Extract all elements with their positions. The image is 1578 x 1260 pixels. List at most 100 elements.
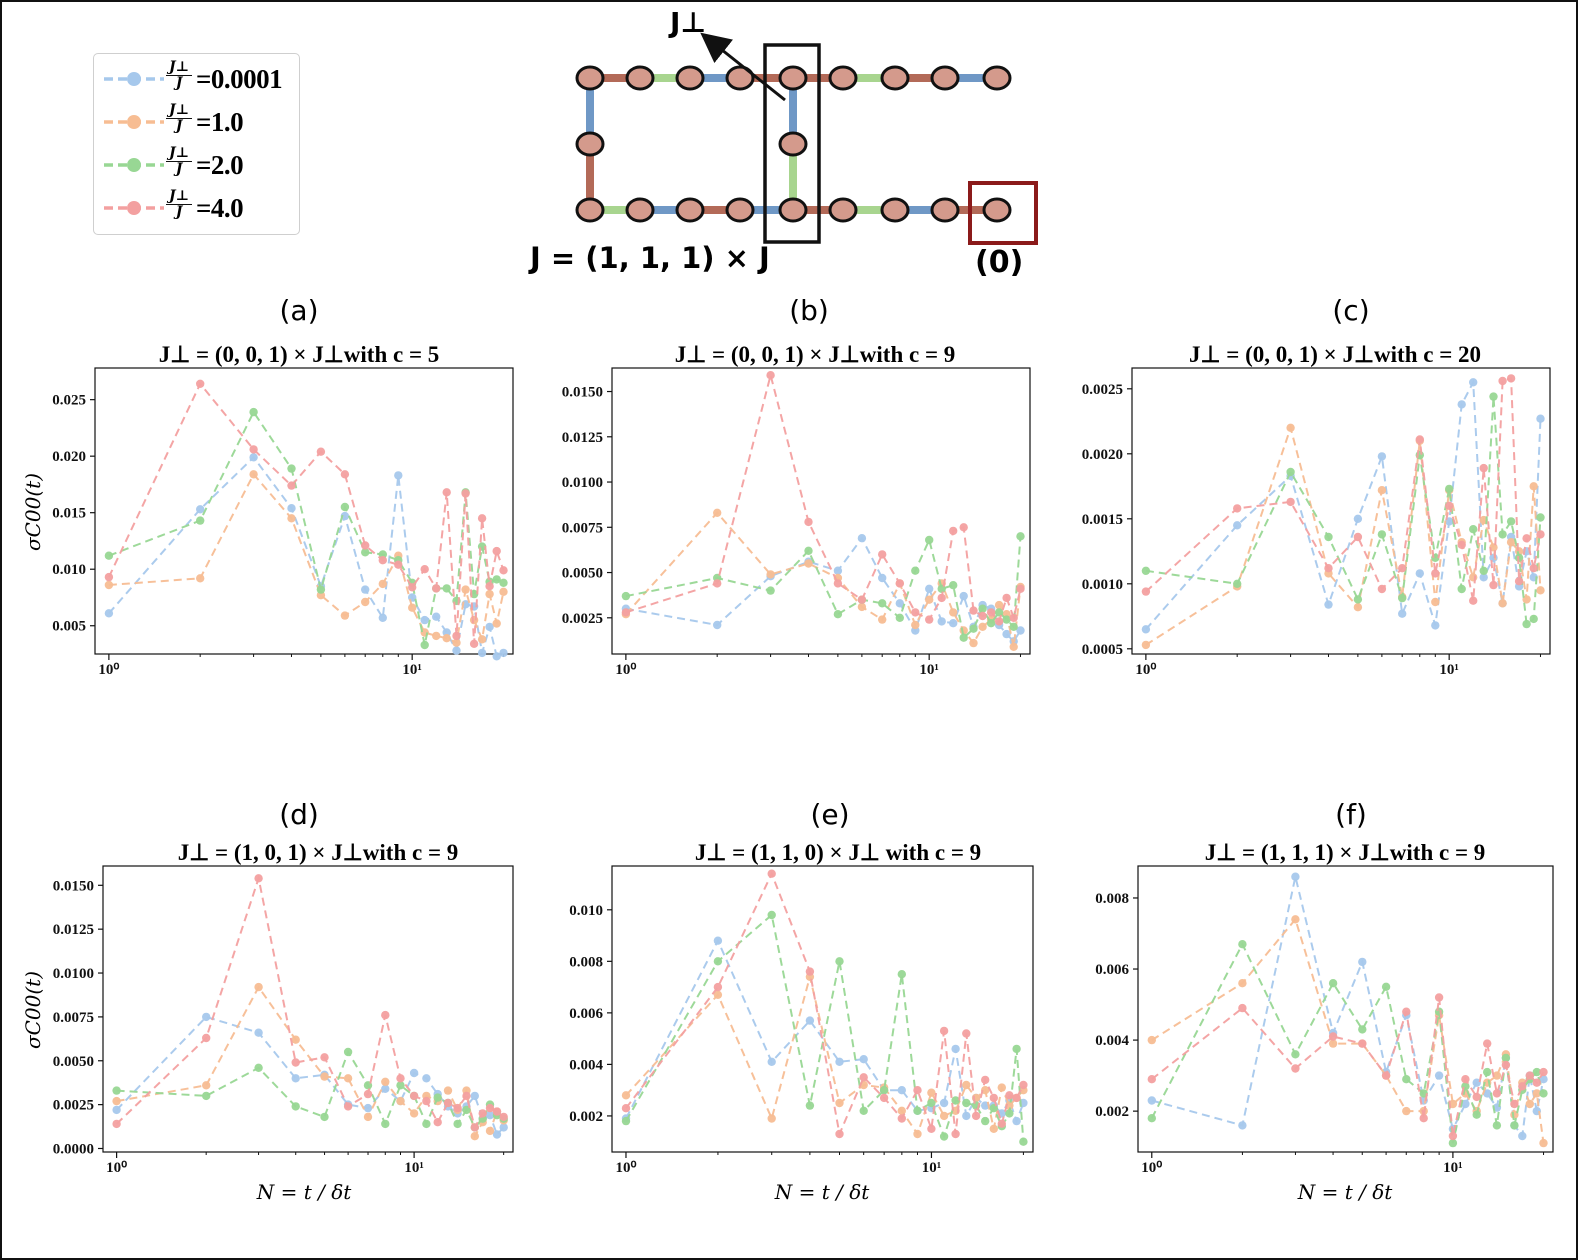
y-tick-label: 0.005 (52, 619, 86, 635)
data-point (477, 648, 487, 658)
data-point (713, 936, 723, 945)
data-point (462, 1091, 471, 1101)
data-point (1398, 609, 1407, 618)
data-point (1448, 1131, 1458, 1141)
data-point (1492, 1071, 1502, 1080)
data-point (396, 1096, 405, 1106)
y-tick-label: 0.0025 (1082, 382, 1123, 398)
data-point (1525, 1071, 1535, 1080)
data-point (1012, 1093, 1021, 1103)
data-point (432, 612, 441, 621)
data-point (461, 489, 470, 498)
data-point (949, 581, 958, 590)
data-point (485, 1111, 495, 1120)
legend-dot (127, 115, 141, 129)
data-point (859, 1055, 868, 1064)
data-point (361, 548, 370, 557)
data-point (1498, 530, 1507, 539)
data-point (462, 1105, 471, 1115)
data-point (895, 613, 904, 622)
y-tick-label: 0.0100 (53, 966, 94, 982)
series-line (625, 871, 1025, 1138)
data-point (469, 615, 479, 625)
data-point (713, 579, 722, 588)
data-point (287, 504, 296, 513)
legend-label: =2.0 (196, 150, 244, 180)
data-point (1353, 603, 1363, 612)
data-point (442, 634, 451, 643)
data-point (621, 1091, 631, 1100)
data-point (104, 580, 114, 590)
data-point (1431, 621, 1440, 630)
data-point (343, 1047, 353, 1057)
data-point (981, 1075, 990, 1085)
y-axis-label-a: σC00(t) (21, 472, 45, 552)
x-tick-label: 10⁰ (1141, 1160, 1162, 1176)
data-point (1448, 1138, 1458, 1148)
data-point (1431, 597, 1440, 607)
y-tick-label: 0.0125 (562, 430, 603, 446)
data-point (433, 1118, 442, 1127)
y-tick-label: 0.008 (1095, 891, 1129, 907)
data-point (254, 1063, 263, 1073)
data-point (833, 610, 843, 619)
data-point (378, 556, 387, 565)
data-point (1377, 584, 1387, 594)
data-point (1489, 392, 1498, 401)
data-point (994, 608, 1004, 617)
data-point (1472, 1078, 1481, 1087)
y-tick-label: 0.0075 (53, 1010, 94, 1026)
data-point (1291, 1064, 1300, 1073)
data-point (767, 1057, 776, 1067)
data-point (1469, 596, 1478, 605)
data-point (442, 488, 451, 497)
data-point (316, 447, 326, 456)
data-point (1147, 1075, 1157, 1084)
legend-item: J⊥ J =2.0 (102, 144, 297, 184)
data-point (1489, 580, 1498, 590)
data-point (1005, 1109, 1014, 1118)
data-point (1445, 484, 1454, 494)
data-point (857, 595, 867, 604)
data-point (939, 1111, 949, 1121)
data-point (994, 600, 1004, 610)
data-point (478, 1109, 487, 1118)
x-tick-label: 10¹ (922, 1160, 942, 1176)
legend-marker (104, 72, 164, 86)
data-point (878, 573, 887, 583)
legend-label: =0.0001 (196, 64, 283, 94)
data-point (453, 1119, 462, 1129)
legend-ratio-denominator: J (166, 204, 192, 220)
data-point (104, 609, 114, 618)
data-point (1469, 378, 1478, 387)
data-point (981, 1116, 990, 1126)
legend-ratio-denominator: J (166, 118, 192, 134)
data-point (442, 584, 451, 593)
data-point (1147, 1035, 1157, 1045)
data-point (621, 591, 631, 601)
data-point (925, 535, 934, 545)
y-axis-label-d: σC00(t) (21, 970, 45, 1050)
data-point (978, 611, 987, 621)
legend-item: J⊥ J =4.0 (102, 187, 297, 227)
y-tick-label: 0.010 (569, 903, 603, 919)
data-point (1012, 1116, 1021, 1126)
data-point (1398, 593, 1407, 603)
data-point (499, 566, 508, 575)
data-point (1506, 538, 1516, 547)
data-point (409, 1109, 419, 1118)
data-point (202, 1033, 211, 1043)
data-point (1525, 1099, 1535, 1109)
legend-ratio: J⊥ J (166, 146, 192, 177)
data-point (937, 584, 946, 593)
data-point (1457, 540, 1466, 549)
data-point (911, 608, 920, 617)
data-point (1147, 1096, 1157, 1105)
data-point (1016, 532, 1025, 541)
series-line (1145, 396, 1542, 626)
chart-c: 0.0005 0.0010 0.0015 0.0020 0.0025 10⁰ 10¹ (1082, 367, 1551, 678)
series-line (116, 1049, 505, 1130)
data-point (1522, 619, 1531, 629)
data-point (452, 646, 461, 655)
data-point (1328, 1032, 1338, 1041)
